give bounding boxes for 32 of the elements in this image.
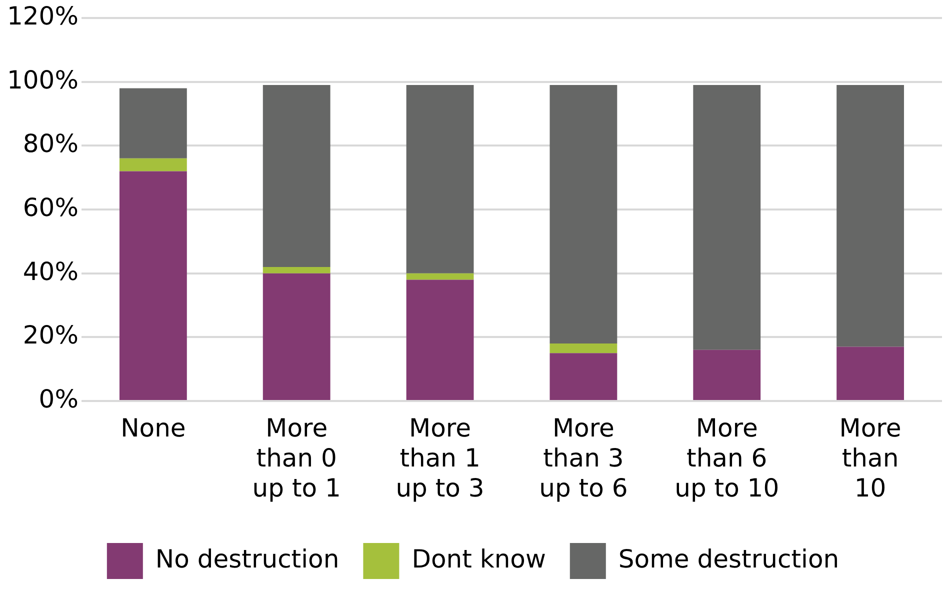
y-tick-label: 20% [22, 320, 78, 350]
bar [550, 85, 618, 344]
bar [693, 350, 761, 400]
y-tick-label: 0% [38, 384, 78, 414]
y-tick-label: 40% [22, 256, 78, 286]
legend-label: Some destruction [618, 544, 840, 574]
y-tick-label: 80% [22, 129, 78, 158]
legend-label: Dont know [412, 544, 546, 574]
legend-label: No destruction [155, 544, 340, 574]
y-tick-label: 60% [22, 193, 78, 222]
y-tick-label: 100% [6, 65, 78, 94]
x-tick-label: More than 3 up to 6 [539, 414, 628, 502]
y-tick-label: 120% [6, 2, 78, 30]
bar [406, 273, 474, 280]
x-tick-label: More than 10 [839, 414, 902, 502]
x-tick-label: More than 6 up to 10 [674, 414, 780, 502]
bar [119, 88, 187, 158]
x-tick-label: More than 0 up to 1 [252, 414, 341, 502]
bar [693, 85, 761, 350]
bar [262, 85, 330, 267]
bar [550, 344, 618, 354]
bar [550, 353, 618, 400]
x-tick-label: None [120, 414, 186, 442]
bar [836, 346, 904, 400]
bar [119, 158, 187, 172]
bar [836, 85, 904, 347]
bar [406, 85, 474, 274]
bar [406, 280, 474, 400]
bar [262, 266, 330, 274]
x-tick-label: More than 1 up to 3 [396, 414, 484, 502]
bar [262, 273, 330, 400]
bar [119, 171, 187, 400]
